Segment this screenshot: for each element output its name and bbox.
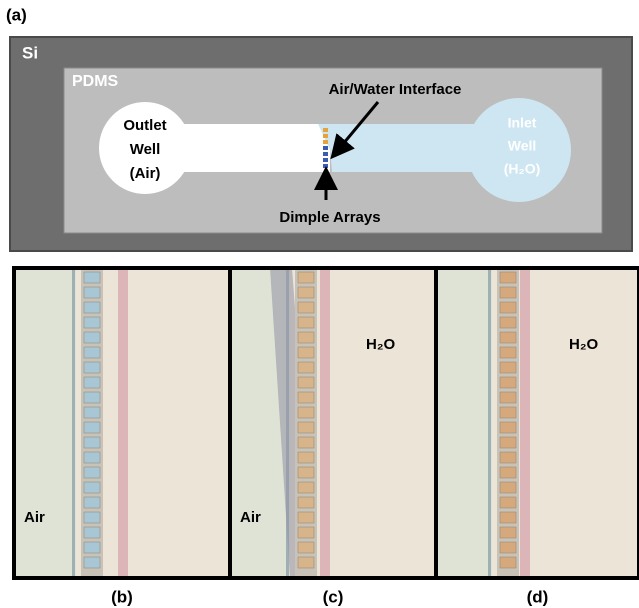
dimple <box>500 287 516 298</box>
dimple <box>298 437 314 448</box>
dimple <box>323 152 328 156</box>
dimple <box>500 377 516 388</box>
dimple <box>84 272 100 283</box>
inlet-label: (H₂O) <box>504 161 541 177</box>
dimple <box>323 164 328 168</box>
outlet-label: Well <box>130 141 161 158</box>
dimple <box>500 557 516 568</box>
pink-band <box>118 268 128 578</box>
dimple <box>500 302 516 313</box>
dimple <box>298 542 314 553</box>
outlet-label: (Air) <box>130 165 161 182</box>
dimple <box>84 332 100 343</box>
air-region <box>436 268 492 578</box>
dimple <box>500 452 516 463</box>
dimple <box>500 482 516 493</box>
dimple <box>298 482 314 493</box>
dimple <box>84 422 100 433</box>
dimple <box>84 437 100 448</box>
dimple <box>298 557 314 568</box>
dimple <box>84 302 100 313</box>
annotation: Air <box>240 509 261 526</box>
dimple <box>500 272 516 283</box>
dimple <box>323 146 328 150</box>
dimple <box>500 512 516 523</box>
dimple <box>84 287 100 298</box>
dimple <box>298 392 314 403</box>
dimple <box>298 422 314 433</box>
outlet-label: Outlet <box>123 117 166 134</box>
dimple <box>84 347 100 358</box>
dimple <box>298 467 314 478</box>
dimple <box>84 482 100 493</box>
dimple <box>298 347 314 358</box>
dimple <box>500 527 516 538</box>
dimple-label: Dimple Arrays <box>279 209 380 226</box>
dimple <box>298 362 314 373</box>
dimple-array <box>323 128 328 168</box>
edge-line <box>488 268 491 578</box>
interface-label: Air/Water Interface <box>329 81 462 98</box>
pink-band <box>520 268 530 578</box>
dimple <box>500 422 516 433</box>
dimple <box>500 347 516 358</box>
dimple <box>500 467 516 478</box>
dimple <box>84 392 100 403</box>
dimple <box>298 527 314 538</box>
pink-band <box>320 268 330 578</box>
edge-line <box>72 268 75 578</box>
dimple <box>500 317 516 328</box>
panel-label: (d) <box>527 587 549 606</box>
dimple <box>84 497 100 508</box>
dimple <box>298 272 314 283</box>
dimple <box>500 497 516 508</box>
panel-label: (b) <box>111 587 133 606</box>
dimple <box>298 332 314 343</box>
dimple <box>323 158 328 162</box>
dimple <box>84 317 100 328</box>
inlet-label: Inlet <box>508 115 537 131</box>
dimple <box>84 407 100 418</box>
inlet-label: Well <box>508 138 537 154</box>
figure: (a) Si PDMS Outlet Well (Air) Inlet Well… <box>0 0 639 608</box>
annotation: H₂O <box>569 336 598 353</box>
page: {"panel_a": {"label": "(a)", "substrate"… <box>0 0 639 608</box>
panel-label: (a) <box>6 5 27 24</box>
air-region <box>14 268 76 578</box>
dimple <box>500 332 516 343</box>
dimple <box>298 377 314 388</box>
layer-label: PDMS <box>72 73 119 90</box>
dimple <box>323 128 328 132</box>
dimple <box>298 407 314 418</box>
dimple <box>500 437 516 448</box>
dimple <box>500 407 516 418</box>
dimple <box>84 377 100 388</box>
dimple <box>298 302 314 313</box>
dimple <box>500 392 516 403</box>
dimple <box>323 140 328 144</box>
dimple <box>84 452 100 463</box>
dimple <box>84 362 100 373</box>
dimple <box>298 497 314 508</box>
dimple <box>298 287 314 298</box>
annotation: H₂O <box>366 336 395 353</box>
annotation: Air <box>24 509 45 526</box>
dimple <box>500 542 516 553</box>
dimple <box>84 557 100 568</box>
dimple <box>298 512 314 523</box>
dimple <box>298 452 314 463</box>
micrographs: (b) Air (c) Air H₂O (d) H₂O <box>14 268 639 606</box>
panel-label: (c) <box>323 587 344 606</box>
dimple <box>323 134 328 138</box>
dimple <box>84 512 100 523</box>
dimple <box>500 362 516 373</box>
substrate-label: Si <box>22 43 38 62</box>
dimple <box>84 542 100 553</box>
dimple <box>298 317 314 328</box>
dimple <box>84 527 100 538</box>
dimple <box>84 467 100 478</box>
